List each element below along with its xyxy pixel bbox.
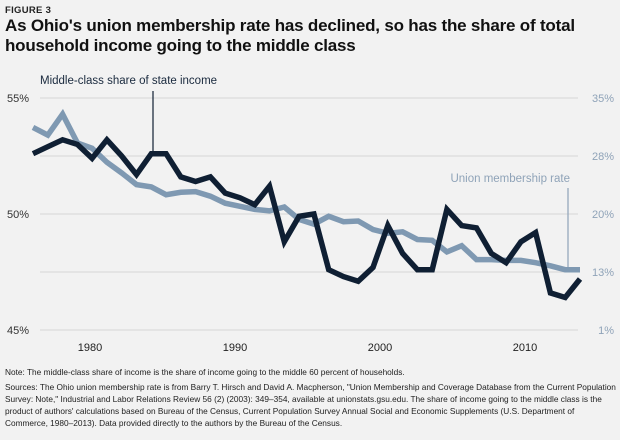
right-tick-label: 13% <box>592 267 614 279</box>
x-tick-label: 2000 <box>368 342 392 354</box>
right-tick-label: 1% <box>598 325 614 337</box>
chart-sources: Sources: The Ohio union membership rate … <box>5 382 616 428</box>
left-tick-label: 50% <box>7 209 29 221</box>
callouts: Middle-class share of state income Union … <box>40 75 570 270</box>
figure-label: FIGURE 3 <box>5 5 52 16</box>
left-axis-ticks: 55% 50% 45% <box>7 93 29 337</box>
right-tick-label: 28% <box>592 151 614 163</box>
chart-title: As Ohio's union membership rate has decl… <box>5 16 575 55</box>
line-chart: 55% 50% 45% 35% 28% 20% 13% 1% 1980 1990 2000 201… <box>7 75 614 354</box>
x-axis-ticks: 1980 1990 2000 2010 <box>78 342 537 354</box>
union-membership-line <box>31 108 580 273</box>
right-axis-ticks: 35% 28% 20% 13% 1% <box>592 93 614 337</box>
chart-note: Note: The middle-class share of income i… <box>5 367 405 377</box>
middle-class-share-line <box>31 135 583 301</box>
right-tick-label: 35% <box>592 93 614 105</box>
x-tick-label: 2010 <box>513 342 537 354</box>
x-tick-label: 1980 <box>78 342 102 354</box>
series-lines <box>31 108 583 301</box>
left-tick-label: 55% <box>7 93 29 105</box>
middle-class-series-label: Middle-class share of state income <box>40 75 217 87</box>
left-tick-label: 45% <box>7 325 29 337</box>
right-tick-label: 20% <box>592 209 614 221</box>
x-tick-label: 1990 <box>223 342 247 354</box>
union-series-label: Union membership rate <box>450 173 570 185</box>
